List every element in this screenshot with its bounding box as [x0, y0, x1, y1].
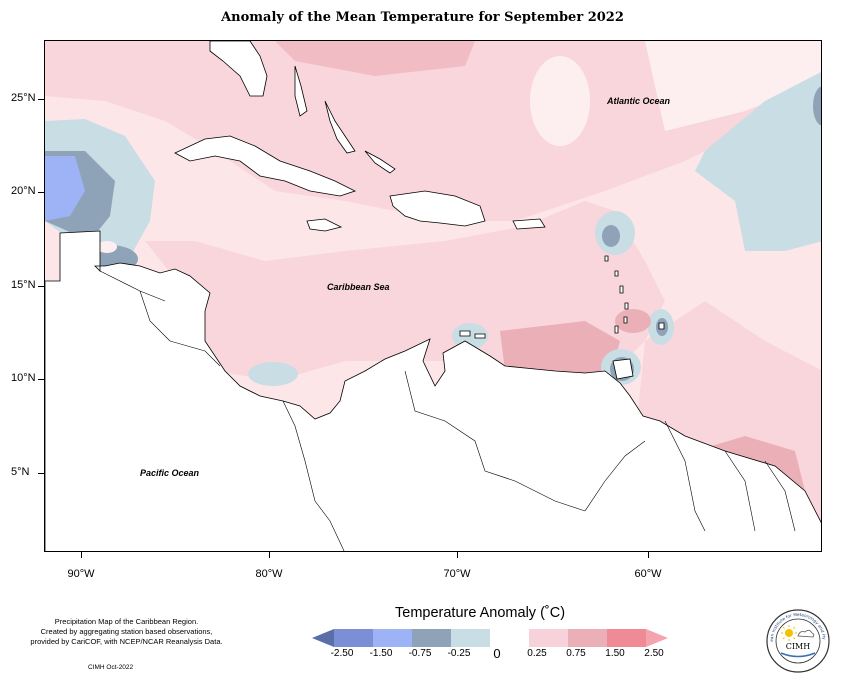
atlantic-ocean-label: Atlantic Ocean — [607, 96, 671, 106]
caribbean-sea-label: Caribbean Sea — [327, 282, 390, 292]
legend-swatch — [412, 629, 451, 647]
neutral-patch-atlantic — [530, 56, 590, 146]
legend-title: Temperature Anomaly (˚C) — [395, 605, 566, 621]
legend-swatch-arrow-high — [646, 629, 668, 647]
legend-swatch — [490, 629, 529, 647]
legend-tick-label: -0.75 — [408, 648, 432, 659]
legend-swatches — [312, 629, 668, 647]
cool-patch-east-edge — [813, 86, 821, 126]
lon-label-60w: 60°W — [634, 568, 662, 580]
legend-swatch — [607, 629, 646, 647]
legend-tick-label: 0.25 — [527, 648, 547, 659]
lon-label-70w: 70°W — [443, 568, 471, 580]
credit-date: CIMH Oct-2022 — [88, 664, 134, 671]
neutral-band-atlantic — [645, 41, 821, 131]
legend-swatch — [373, 629, 412, 647]
legend-tick-label: -2.50 — [330, 648, 354, 659]
land-trinidad — [612, 358, 634, 380]
lat-label-10n: 10°N — [11, 372, 36, 384]
land-cuba — [174, 135, 357, 197]
cool-patch-panama — [248, 362, 298, 386]
logo-text: CIMH — [786, 642, 810, 651]
lon-label-90w: 90°W — [67, 568, 95, 580]
land-bahamas — [294, 65, 396, 174]
warm-patch-gulf-of-honduras — [97, 241, 117, 253]
credit-line: provided by CariCOF, with NCEP/NCAR Rean… — [30, 637, 223, 646]
legend-tick-label: 2.50 — [644, 648, 664, 659]
legend-tick-label: 0 — [493, 646, 501, 661]
country-borders — [99, 270, 796, 551]
legend-tick-label: 0.75 — [566, 648, 586, 659]
credit-line: Created by aggregating station based obs… — [40, 627, 213, 636]
credit-line: Precipitation Map of the Caribbean Regio… — [54, 617, 199, 626]
map-credits: Precipitation Map of the Caribbean Regio… — [14, 617, 239, 647]
land-florida — [209, 41, 268, 97]
land-lesser-antilles — [604, 255, 665, 334]
lat-label-25n: 25°N — [11, 92, 36, 104]
cool-core-guadeloupe — [602, 225, 620, 247]
cimh-logo-icon: CIMH Caribbean Institute for Meteorology… — [765, 608, 830, 673]
land-jamaica — [306, 218, 343, 232]
legend-swatch — [529, 629, 568, 647]
lon-tick — [269, 552, 270, 558]
map-frame[interactable]: Atlantic Ocean Caribbean Sea Pacific Oce… — [44, 40, 822, 552]
legend-colorbar — [312, 629, 668, 647]
land-puerto-rico — [512, 218, 546, 230]
land-abc-islands — [459, 330, 486, 339]
lat-tick — [38, 286, 44, 287]
cold-region-yucatan-coast — [45, 156, 85, 221]
land-hispaniola — [389, 190, 486, 227]
lon-tick — [81, 552, 82, 558]
legend-swatch — [334, 629, 373, 647]
lon-tick — [457, 552, 458, 558]
legend-tick-label: -0.25 — [447, 648, 471, 659]
cool-region-east-atlantic — [695, 72, 821, 251]
lat-label-20n: 20°N — [11, 185, 36, 197]
legend-tick-label: 1.50 — [605, 648, 625, 659]
land-central-america — [45, 230, 821, 551]
lon-label-80w: 80°W — [255, 568, 283, 580]
pacific-ocean-label: Pacific Ocean — [140, 468, 200, 478]
legend-swatch-arrow-low — [312, 629, 334, 647]
lat-tick — [38, 99, 44, 100]
lon-tick — [648, 552, 649, 558]
map-title: Anomaly of the Mean Temperature for Sept… — [221, 10, 624, 25]
lat-tick — [38, 379, 44, 380]
warm-region-florida — [275, 41, 475, 76]
lat-label-5n: 5°N — [11, 466, 30, 478]
warm-region-north — [45, 41, 821, 221]
lat-tick — [38, 473, 44, 474]
land-areas — [45, 41, 821, 551]
legend-tick-label: -1.50 — [369, 648, 393, 659]
map-canvas — [45, 41, 821, 551]
legend-swatch — [568, 629, 607, 647]
lat-tick — [38, 192, 44, 193]
lat-label-15n: 15°N — [11, 279, 36, 291]
legend-swatch — [451, 629, 490, 647]
warm-patch-grenada — [615, 309, 651, 333]
